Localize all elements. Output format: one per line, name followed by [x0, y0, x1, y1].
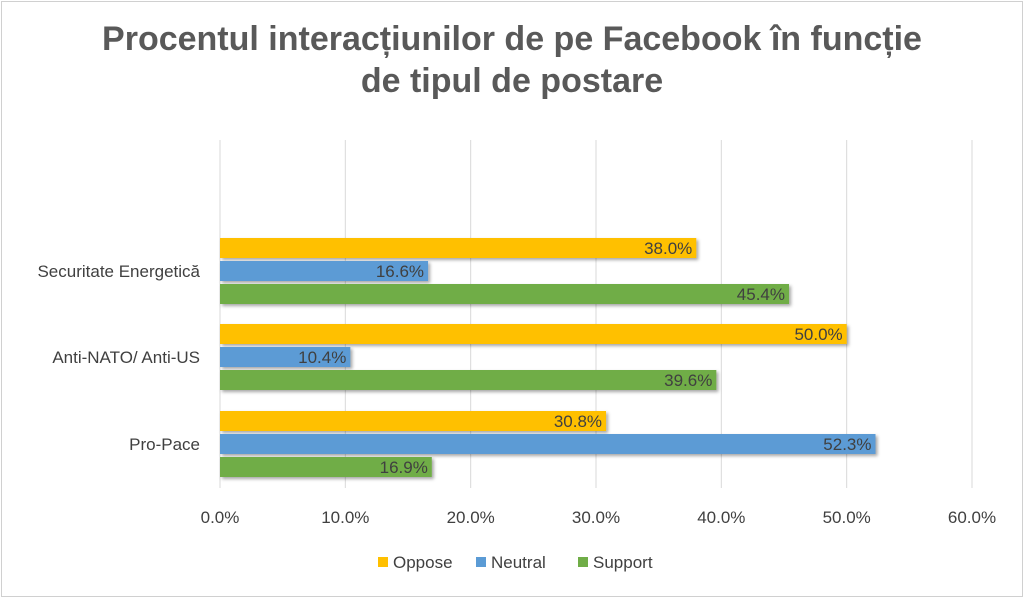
data-label: 45.4%: [737, 285, 785, 304]
legend-label-oppose: Oppose: [393, 553, 453, 572]
bar-neutral: [220, 434, 876, 454]
bar-oppose: [220, 411, 607, 431]
x-tick-label: 0.0%: [201, 508, 240, 527]
bar-support: [220, 284, 790, 304]
x-tick-label: 10.0%: [321, 508, 369, 527]
category-label: Securitate Energetică: [37, 262, 200, 281]
data-label: 38.0%: [644, 239, 692, 258]
x-tick-label: 30.0%: [572, 508, 620, 527]
bar-neutral: [220, 347, 351, 367]
data-label: 30.8%: [554, 412, 602, 431]
x-tick-label: 40.0%: [697, 508, 745, 527]
bar-neutral: [220, 261, 429, 281]
category-label: Pro-Pace: [129, 435, 200, 454]
legend-swatch-oppose: [378, 557, 388, 567]
legend-swatch-neutral: [476, 557, 486, 567]
bar-oppose: [220, 324, 847, 344]
x-tick-label: 50.0%: [823, 508, 871, 527]
chart-title: Procentul interacțiunilor de pe Facebook…: [0, 18, 1024, 102]
data-label: 50.0%: [794, 325, 842, 344]
data-label: 39.6%: [664, 371, 712, 390]
category-label: Anti-NATO/ Anti-US: [52, 348, 200, 367]
bar-support: [220, 457, 432, 477]
data-label: 52.3%: [823, 435, 871, 454]
data-label: 16.6%: [376, 262, 424, 281]
legend-swatch-support: [578, 557, 588, 567]
chart-title-line-1: Procentul interacțiunilor de pe Facebook…: [102, 20, 922, 58]
x-tick-label: 20.0%: [447, 508, 495, 527]
legend-label-support: Support: [593, 553, 653, 572]
data-label: 10.4%: [298, 348, 346, 367]
x-tick-label: 60.0%: [948, 508, 996, 527]
data-label: 16.9%: [380, 458, 428, 477]
bar-oppose: [220, 238, 697, 258]
bar-support: [220, 370, 717, 390]
legend-label-neutral: Neutral: [491, 553, 546, 572]
chart-title-line-2: de tipul de postare: [360, 62, 664, 100]
